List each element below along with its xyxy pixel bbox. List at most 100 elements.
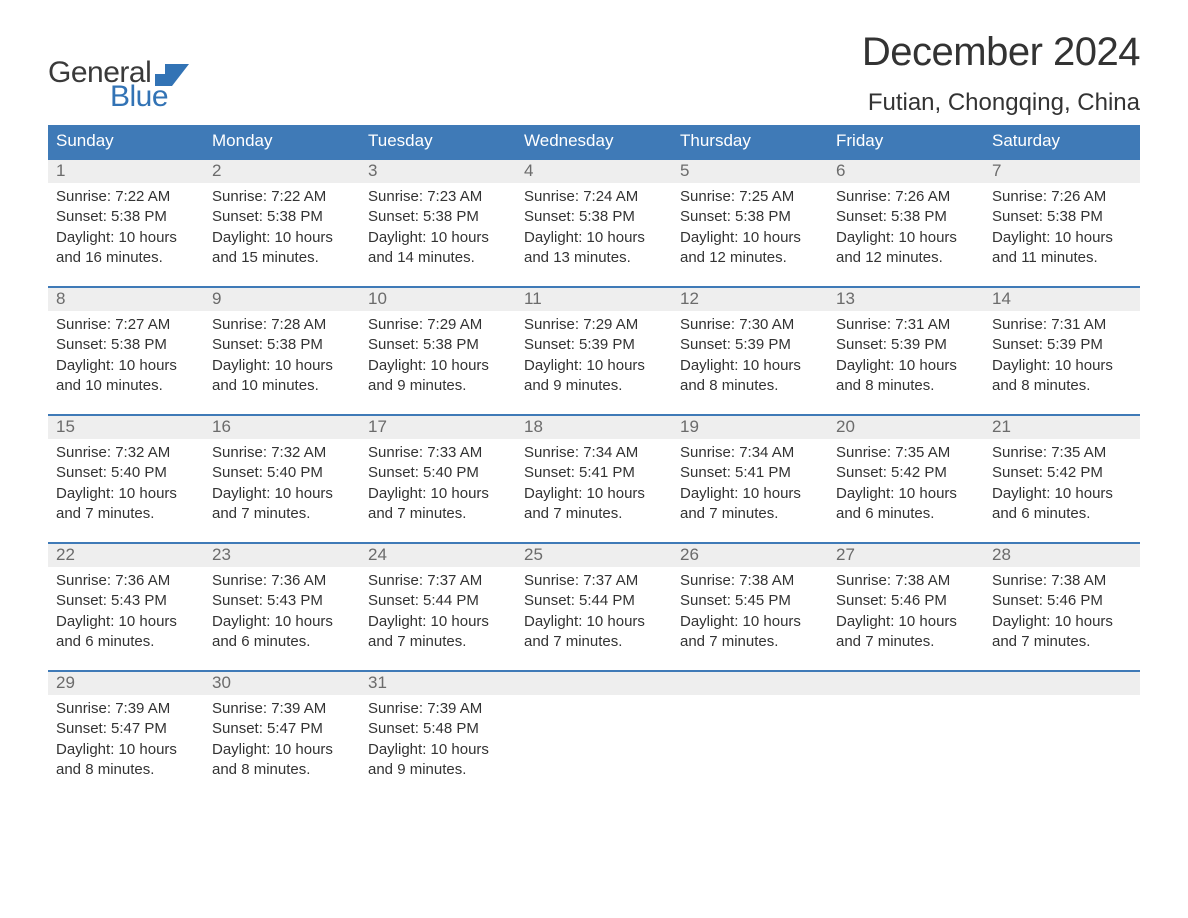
day-line: and 7 minutes. <box>368 504 508 524</box>
day-data: Sunrise: 7:39 AMSunset: 5:47 PMDaylight:… <box>204 695 360 780</box>
day-data: Sunrise: 7:26 AMSunset: 5:38 PMDaylight:… <box>828 183 984 268</box>
day-data: Sunrise: 7:22 AMSunset: 5:38 PMDaylight:… <box>204 183 360 268</box>
day-line: and 8 minutes. <box>992 376 1132 396</box>
day-data: Sunrise: 7:39 AMSunset: 5:47 PMDaylight:… <box>48 695 204 780</box>
day-line: Daylight: 10 hours <box>992 356 1132 376</box>
week-block: 891011121314Sunrise: 7:27 AMSunset: 5:38… <box>48 286 1140 396</box>
day-line: Sunset: 5:47 PM <box>56 719 196 739</box>
day-data: Sunrise: 7:37 AMSunset: 5:44 PMDaylight:… <box>360 567 516 652</box>
calendar: SundayMondayTuesdayWednesdayThursdayFrid… <box>48 125 1140 780</box>
day-number: 26 <box>672 544 828 567</box>
day-line: Sunrise: 7:28 AM <box>212 315 352 335</box>
day-line: Daylight: 10 hours <box>368 740 508 760</box>
day-line: Daylight: 10 hours <box>680 228 820 248</box>
daynum-row: 1234567 <box>48 158 1140 183</box>
day-line: Sunrise: 7:26 AM <box>992 187 1132 207</box>
day-line: and 10 minutes. <box>212 376 352 396</box>
day-of-week-header: SundayMondayTuesdayWednesdayThursdayFrid… <box>48 125 1140 158</box>
daynum-row: 15161718192021 <box>48 414 1140 439</box>
day-number: 30 <box>204 672 360 695</box>
day-line: Daylight: 10 hours <box>212 356 352 376</box>
day-line: and 15 minutes. <box>212 248 352 268</box>
brand-logo: General Blue <box>48 30 189 114</box>
day-line: and 6 minutes. <box>836 504 976 524</box>
day-line: Sunrise: 7:30 AM <box>680 315 820 335</box>
day-line: Sunrise: 7:34 AM <box>524 443 664 463</box>
day-number: 7 <box>984 160 1140 183</box>
day-line: Sunset: 5:46 PM <box>992 591 1132 611</box>
day-line: Sunset: 5:41 PM <box>680 463 820 483</box>
day-line: Daylight: 10 hours <box>680 356 820 376</box>
day-line: Daylight: 10 hours <box>56 740 196 760</box>
day-number: 6 <box>828 160 984 183</box>
day-line: Daylight: 10 hours <box>836 484 976 504</box>
day-line: and 10 minutes. <box>56 376 196 396</box>
day-line: and 6 minutes. <box>56 632 196 652</box>
day-number: 18 <box>516 416 672 439</box>
day-line: Sunrise: 7:38 AM <box>680 571 820 591</box>
day-data: Sunrise: 7:37 AMSunset: 5:44 PMDaylight:… <box>516 567 672 652</box>
day-line: Sunrise: 7:38 AM <box>992 571 1132 591</box>
day-line: and 7 minutes. <box>56 504 196 524</box>
day-number: 1 <box>48 160 204 183</box>
day-line: Sunrise: 7:29 AM <box>368 315 508 335</box>
dow-cell: Sunday <box>48 125 204 158</box>
day-data: Sunrise: 7:32 AMSunset: 5:40 PMDaylight:… <box>48 439 204 524</box>
day-line: Sunrise: 7:24 AM <box>524 187 664 207</box>
daynum-row: 293031 <box>48 670 1140 695</box>
day-number <box>984 672 1140 695</box>
day-line: and 12 minutes. <box>680 248 820 268</box>
day-line: Sunrise: 7:29 AM <box>524 315 664 335</box>
day-number: 28 <box>984 544 1140 567</box>
location-label: Futian, Chongqing, China <box>862 89 1140 117</box>
dow-cell: Tuesday <box>360 125 516 158</box>
day-line: Daylight: 10 hours <box>368 484 508 504</box>
day-number: 12 <box>672 288 828 311</box>
day-data: Sunrise: 7:36 AMSunset: 5:43 PMDaylight:… <box>48 567 204 652</box>
day-number: 9 <box>204 288 360 311</box>
day-line: Sunrise: 7:36 AM <box>212 571 352 591</box>
day-line: Daylight: 10 hours <box>56 228 196 248</box>
day-line: and 8 minutes. <box>212 760 352 780</box>
day-data: Sunrise: 7:35 AMSunset: 5:42 PMDaylight:… <box>828 439 984 524</box>
day-line: and 9 minutes. <box>368 760 508 780</box>
day-line: Sunset: 5:39 PM <box>524 335 664 355</box>
day-number: 15 <box>48 416 204 439</box>
day-line: and 7 minutes. <box>212 504 352 524</box>
day-data: Sunrise: 7:31 AMSunset: 5:39 PMDaylight:… <box>828 311 984 396</box>
day-data: Sunrise: 7:31 AMSunset: 5:39 PMDaylight:… <box>984 311 1140 396</box>
day-data: Sunrise: 7:33 AMSunset: 5:40 PMDaylight:… <box>360 439 516 524</box>
data-row: Sunrise: 7:27 AMSunset: 5:38 PMDaylight:… <box>48 311 1140 396</box>
day-line: Sunrise: 7:37 AM <box>524 571 664 591</box>
day-line: Sunrise: 7:35 AM <box>992 443 1132 463</box>
day-line: Daylight: 10 hours <box>992 612 1132 632</box>
day-line: and 6 minutes. <box>992 504 1132 524</box>
day-line: and 7 minutes. <box>680 632 820 652</box>
dow-cell: Thursday <box>672 125 828 158</box>
day-line: Sunrise: 7:27 AM <box>56 315 196 335</box>
day-line: Sunset: 5:39 PM <box>836 335 976 355</box>
day-line: Daylight: 10 hours <box>992 484 1132 504</box>
day-data: Sunrise: 7:34 AMSunset: 5:41 PMDaylight:… <box>672 439 828 524</box>
day-line: Daylight: 10 hours <box>836 612 976 632</box>
daynum-row: 22232425262728 <box>48 542 1140 567</box>
day-line: Sunrise: 7:39 AM <box>368 699 508 719</box>
day-line: and 7 minutes. <box>836 632 976 652</box>
day-line: Daylight: 10 hours <box>680 612 820 632</box>
day-line: Sunset: 5:44 PM <box>368 591 508 611</box>
day-line: Sunset: 5:39 PM <box>992 335 1132 355</box>
day-number: 25 <box>516 544 672 567</box>
day-line: Sunset: 5:38 PM <box>212 335 352 355</box>
day-line: and 6 minutes. <box>212 632 352 652</box>
header: General Blue December 2024 Futian, Chong… <box>48 30 1140 117</box>
day-line: and 8 minutes. <box>836 376 976 396</box>
day-line: Sunrise: 7:22 AM <box>212 187 352 207</box>
day-line: Sunset: 5:47 PM <box>212 719 352 739</box>
data-row: Sunrise: 7:22 AMSunset: 5:38 PMDaylight:… <box>48 183 1140 268</box>
day-line: Sunset: 5:38 PM <box>56 207 196 227</box>
day-data: Sunrise: 7:34 AMSunset: 5:41 PMDaylight:… <box>516 439 672 524</box>
day-line: Sunset: 5:38 PM <box>680 207 820 227</box>
data-row: Sunrise: 7:36 AMSunset: 5:43 PMDaylight:… <box>48 567 1140 652</box>
day-line: Sunset: 5:46 PM <box>836 591 976 611</box>
day-line: Sunset: 5:38 PM <box>992 207 1132 227</box>
